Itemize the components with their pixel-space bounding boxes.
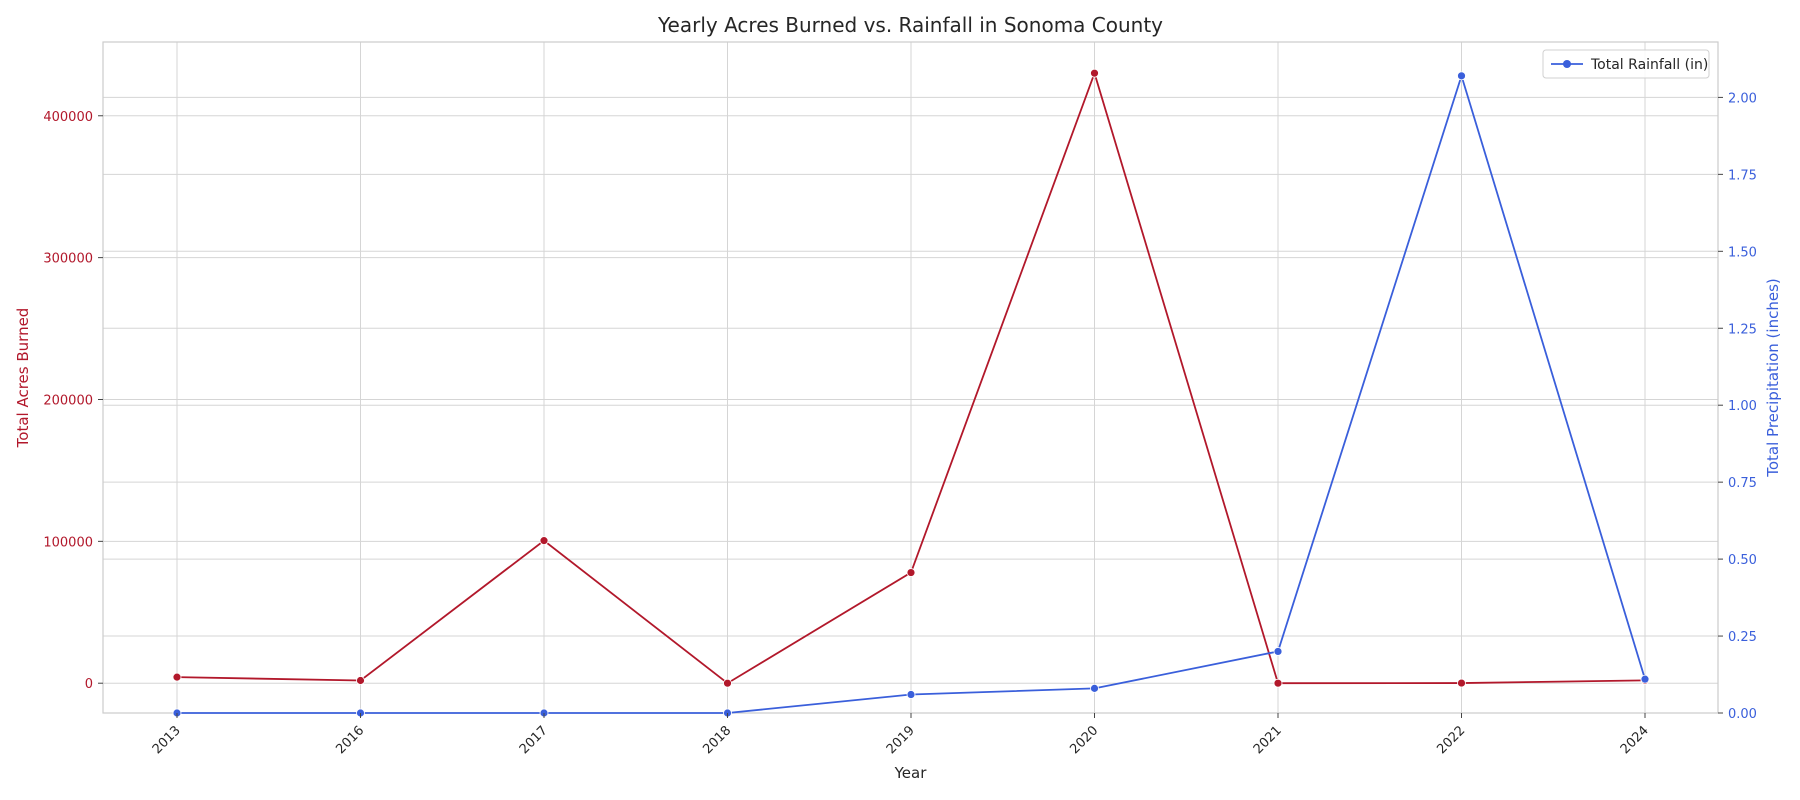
point-rainfall [1090,683,1099,693]
chart-title: Yearly Acres Burned vs. Rainfall in Sono… [657,13,1163,37]
point-acres-burned [172,672,182,682]
y-left-tick-label: 400000 [43,110,93,125]
point-rainfall [1457,71,1466,81]
y-right-tick-label: 1.50 [1728,245,1757,260]
y-right-tick-label: 0.00 [1728,707,1757,722]
y-left-tick-label: 0 [85,677,93,692]
y-axis-right: 0.00 0.25 0.50 0.75 1.00 1.25 1.50 1.75 2.00 [1718,91,1757,722]
point-acres-burned [539,536,549,546]
legend-entry-rainfall: Total Rainfall (in) [1590,57,1708,73]
legend-swatch-marker [1563,60,1571,68]
y-right-tick-label: 1.25 [1728,322,1757,337]
y-right-tick-label: 0.50 [1728,553,1757,568]
point-acres-burned [1457,678,1466,688]
y-right-tick-label: 0.75 [1728,476,1757,491]
point-acres-burned [1090,68,1099,78]
point-rainfall [906,690,916,699]
y-axis-left-label: Total Acres Burned [14,308,32,449]
y-left-tick-label: 300000 [43,252,93,267]
point-rainfall [1640,674,1650,684]
series-layer [172,68,1650,718]
point-acres-burned [723,678,732,688]
y-left-tick-label: 100000 [43,535,93,550]
point-rainfall [1273,647,1283,656]
y-axis-right-label: Total Precipitation (inches) [1764,278,1782,478]
point-acres-burned [906,568,916,577]
y-axis-left: 0 100000 200000 300000 400000 [43,110,103,692]
point-acres-burned [1273,678,1283,688]
point-acres-burned [356,676,365,685]
y-right-tick-label: 2.00 [1728,91,1757,106]
x-axis-label: Year [894,764,928,782]
legend: Total Rainfall (in) [1542,49,1710,79]
y-right-tick-label: 1.00 [1728,399,1757,414]
y-left-tick-label: 200000 [43,393,93,408]
y-right-tick-label: 1.75 [1728,168,1757,183]
y-right-tick-label: 0.25 [1728,630,1757,645]
legend-box [1542,49,1710,79]
